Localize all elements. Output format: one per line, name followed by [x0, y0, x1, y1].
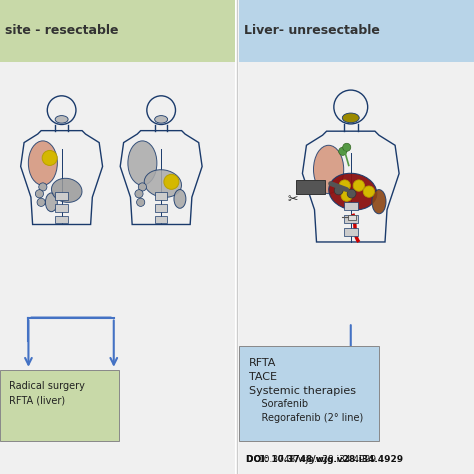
Text: DOI:: DOI: [246, 456, 272, 464]
Circle shape [353, 180, 365, 191]
Circle shape [42, 150, 57, 165]
Ellipse shape [55, 116, 68, 123]
FancyBboxPatch shape [0, 0, 235, 62]
Bar [344, 202, 358, 210]
Text: DOI: 10.3748/wjg.v28.i34.4929: DOI: 10.3748/wjg.v28.i34.4929 [246, 456, 403, 464]
Ellipse shape [313, 146, 344, 194]
Circle shape [39, 183, 47, 191]
Ellipse shape [28, 141, 57, 185]
Text: Regorafenib (2° line): Regorafenib (2° line) [249, 413, 363, 423]
Circle shape [37, 198, 45, 206]
Bar [347, 215, 356, 220]
Bar [344, 215, 358, 223]
Circle shape [341, 190, 352, 201]
Bar [55, 192, 68, 200]
Ellipse shape [174, 190, 186, 208]
Text: RFTA (liver): RFTA (liver) [9, 395, 65, 406]
Ellipse shape [329, 173, 377, 210]
Circle shape [164, 174, 179, 189]
Circle shape [137, 198, 145, 206]
Bar [155, 216, 167, 223]
Circle shape [339, 180, 350, 191]
Bar [55, 204, 68, 211]
Bar [296, 180, 325, 194]
Text: Liver- unresectable: Liver- unresectable [244, 24, 380, 37]
Text: site - resectable: site - resectable [5, 24, 118, 37]
Bar [155, 204, 167, 211]
Ellipse shape [155, 116, 168, 123]
Circle shape [138, 183, 146, 191]
FancyBboxPatch shape [239, 62, 474, 474]
Ellipse shape [342, 113, 359, 123]
Text: Systemic therapies: Systemic therapies [249, 386, 356, 396]
Text: Sorafenib: Sorafenib [249, 399, 308, 409]
Ellipse shape [52, 178, 82, 202]
Text: RFTA: RFTA [249, 357, 276, 368]
Ellipse shape [372, 190, 386, 214]
Circle shape [36, 190, 44, 198]
FancyBboxPatch shape [0, 62, 235, 474]
Text: ✂: ✂ [287, 193, 298, 206]
FancyBboxPatch shape [239, 346, 379, 441]
Circle shape [347, 189, 356, 198]
Circle shape [334, 186, 343, 195]
Text: Radical surgery: Radical surgery [9, 381, 85, 392]
Ellipse shape [46, 193, 57, 212]
FancyBboxPatch shape [0, 370, 118, 441]
Text: TACE: TACE [249, 372, 277, 382]
Circle shape [343, 143, 351, 151]
Circle shape [363, 186, 374, 197]
Ellipse shape [128, 141, 157, 185]
Circle shape [338, 147, 346, 155]
Bar [344, 228, 358, 236]
Bar [55, 216, 68, 223]
Ellipse shape [144, 170, 182, 197]
FancyBboxPatch shape [239, 0, 474, 62]
Circle shape [135, 190, 143, 198]
Bar [155, 192, 167, 200]
Text: 10.3748/wjg.v28.i34.4929: 10.3748/wjg.v28.i34.4929 [259, 456, 377, 464]
